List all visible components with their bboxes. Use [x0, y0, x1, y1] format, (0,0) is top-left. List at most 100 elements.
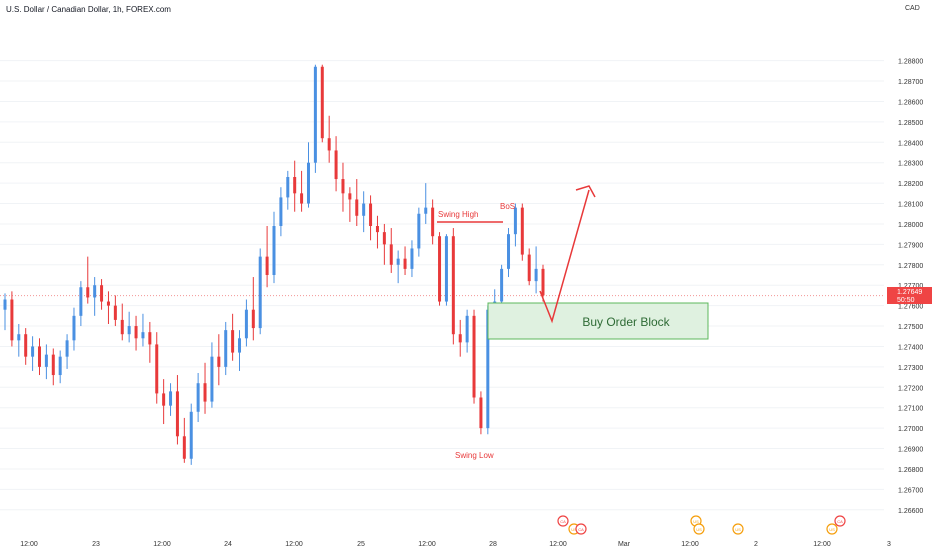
x-tick-label: 12:00: [418, 541, 436, 548]
candle-body: [520, 207, 524, 255]
candle: [17, 324, 21, 357]
candle: [65, 334, 69, 369]
candle-body: [37, 346, 41, 367]
candle-body: [362, 203, 366, 216]
candle-body: [244, 309, 248, 339]
x-tick-label: 2: [754, 541, 758, 548]
candle-body: [148, 332, 152, 345]
candle-body: [51, 354, 55, 376]
price-axis[interactable]: 1.28800 1.28700 1.28600 1.28500 1.28400 1.283…: [898, 59, 923, 515]
candle-body: [382, 232, 386, 245]
candle-body: [417, 213, 421, 249]
candle-body: [369, 203, 373, 226]
candle-body: [251, 309, 255, 329]
candle: [465, 309, 469, 353]
event-badge-icon: [693, 523, 705, 535]
candle: [272, 211, 276, 284]
event-badge-label: US: [696, 527, 702, 532]
candle: [527, 248, 531, 286]
event-badge[interactable]: US: [826, 523, 838, 535]
y-tick-label: 1.26600: [898, 508, 923, 515]
candle: [355, 179, 359, 226]
candle: [10, 291, 14, 347]
event-badge[interactable]: CA: [557, 515, 569, 527]
event-badge-icon: [834, 515, 846, 527]
candle-body: [196, 383, 200, 412]
y-tick-label: 1.26700: [898, 487, 923, 494]
candle: [320, 64, 324, 143]
candle: [382, 223, 386, 265]
candle: [203, 362, 207, 414]
candle-body: [403, 258, 407, 269]
event-badge-label: CA: [578, 527, 584, 532]
bos-label: BoS: [500, 202, 515, 211]
candle-body: [541, 268, 545, 296]
candle-body: [210, 356, 214, 402]
candle-body: [375, 226, 379, 233]
y-tick-label: 1.28200: [898, 181, 923, 188]
event-badge-icon: [826, 523, 838, 535]
candle: [534, 246, 538, 294]
event-badge-label: US: [735, 527, 741, 532]
candle-body: [3, 299, 7, 310]
x-tick-label: 12:00: [681, 541, 699, 548]
candle: [175, 375, 179, 445]
candle-body: [472, 315, 476, 398]
candle: [79, 281, 83, 327]
candle: [520, 203, 524, 261]
candle: [472, 309, 476, 404]
price-tag-value: 1.27649: [897, 289, 922, 296]
time-axis[interactable]: 12:00 23 12:00 24 12:00 25 12:00 28 12:00 Mar 12:0…: [20, 541, 891, 548]
candle-body: [72, 315, 76, 341]
x-tick-label: 23: [92, 541, 100, 548]
event-badge[interactable]: CA: [834, 515, 846, 527]
candle: [155, 332, 159, 404]
candle-body: [306, 162, 310, 204]
candle: [86, 256, 90, 304]
event-badge[interactable]: US: [693, 523, 705, 535]
y-tick-label: 1.27500: [898, 324, 923, 331]
candle-body: [93, 285, 97, 298]
x-tick-label: Mar: [618, 541, 631, 548]
candle-body: [162, 393, 166, 406]
candle: [403, 246, 407, 275]
y-tick-label: 1.27300: [898, 365, 923, 372]
candle-body: [127, 326, 131, 335]
x-tick-label: 25: [357, 541, 365, 548]
candle: [58, 350, 62, 384]
candle-body: [141, 332, 145, 339]
candle: [451, 228, 455, 345]
event-badge[interactable]: CA: [575, 523, 587, 535]
swing-high-label: Swing High: [438, 210, 478, 219]
event-badge-label: CA: [837, 519, 843, 524]
candle: [224, 321, 228, 376]
candle: [3, 293, 7, 331]
x-tick-label: 12:00: [549, 541, 567, 548]
candle: [438, 232, 442, 306]
candle-body: [293, 177, 297, 194]
buy-order-block[interactable]: [487, 302, 709, 340]
y-tick-label: 1.27900: [898, 242, 923, 249]
candle-body: [507, 234, 511, 269]
candle-body: [134, 326, 138, 339]
candle-body: [389, 244, 393, 265]
projection-arrowhead: [575, 185, 596, 198]
x-tick-label: 3: [887, 541, 891, 548]
candle-body: [86, 287, 90, 298]
candle-body: [100, 285, 104, 302]
candle-body: [265, 256, 269, 275]
projection-path: [539, 189, 590, 324]
event-badge-icon: [557, 515, 569, 527]
candle: [507, 228, 511, 278]
x-tick-label: 12:00: [20, 541, 38, 548]
candle-body: [279, 197, 283, 226]
event-badge[interactable]: US: [732, 523, 744, 535]
candle-body: [10, 299, 14, 341]
price-tag: [887, 287, 932, 304]
candle: [417, 207, 421, 257]
event-badge-label: CA: [560, 519, 566, 524]
candle: [127, 311, 131, 343]
y-tick-label: 1.28600: [898, 99, 923, 106]
